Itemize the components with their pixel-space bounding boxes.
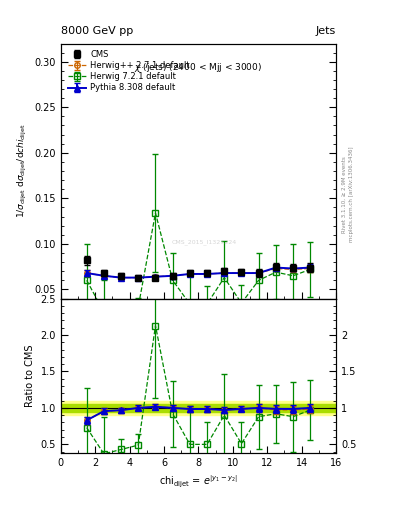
- Y-axis label: Ratio to CMS: Ratio to CMS: [25, 345, 35, 407]
- Text: $\chi$ (jets) (2400 < Mjj < 3000): $\chi$ (jets) (2400 < Mjj < 3000): [134, 61, 263, 74]
- Text: mcplots.cern.ch [arXiv:1306.3436]: mcplots.cern.ch [arXiv:1306.3436]: [349, 147, 354, 242]
- Legend: CMS, Herwig++ 2.7.1 default, Herwig 7.2.1 default, Pythia 8.308 default: CMS, Herwig++ 2.7.1 default, Herwig 7.2.…: [65, 48, 192, 95]
- Text: Rivet 3.1.10, ≥ 2.9M events: Rivet 3.1.10, ≥ 2.9M events: [342, 156, 347, 233]
- Text: CMS_2015_I1327224: CMS_2015_I1327224: [171, 240, 237, 245]
- Bar: [61, 400, 336, 415]
- Y-axis label: $1/\sigma_\mathrm{dijet}\ \mathrm{d}\sigma_\mathrm{dijet}/\mathrm{d}chi_\mathrm{: $1/\sigma_\mathrm{dijet}\ \mathrm{d}\sig…: [16, 124, 29, 219]
- Bar: [61, 404, 336, 412]
- X-axis label: chi$_\mathrm{dijet}$ = $e^{|y_1-y_2|}$: chi$_\mathrm{dijet}$ = $e^{|y_1-y_2|}$: [159, 474, 238, 490]
- Text: 8000 GeV pp: 8000 GeV pp: [61, 26, 133, 36]
- Text: Jets: Jets: [316, 26, 336, 36]
